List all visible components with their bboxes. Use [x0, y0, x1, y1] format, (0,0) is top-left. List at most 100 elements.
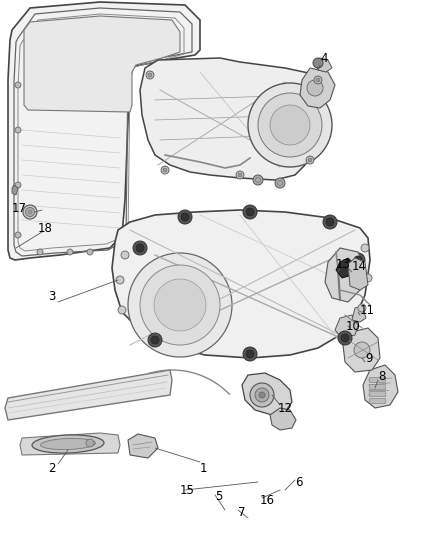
Circle shape: [351, 253, 365, 267]
Circle shape: [364, 274, 372, 282]
Text: 4: 4: [320, 52, 328, 64]
Circle shape: [253, 175, 263, 185]
Circle shape: [23, 205, 37, 219]
Circle shape: [151, 336, 159, 344]
Circle shape: [178, 210, 192, 224]
Text: 11: 11: [360, 304, 375, 318]
Circle shape: [243, 205, 257, 219]
Circle shape: [358, 304, 366, 312]
Polygon shape: [242, 373, 292, 415]
Circle shape: [275, 178, 285, 188]
Circle shape: [246, 350, 254, 358]
Text: 13: 13: [336, 257, 351, 271]
Circle shape: [15, 182, 21, 188]
Circle shape: [146, 71, 154, 79]
Circle shape: [313, 58, 323, 68]
Circle shape: [323, 215, 337, 229]
Circle shape: [258, 93, 322, 157]
Circle shape: [136, 244, 144, 252]
Circle shape: [161, 166, 169, 174]
Polygon shape: [12, 185, 18, 195]
Text: 6: 6: [295, 475, 303, 489]
Circle shape: [341, 334, 349, 342]
FancyBboxPatch shape: [370, 377, 385, 383]
Text: 5: 5: [215, 490, 223, 504]
Circle shape: [306, 156, 314, 164]
Circle shape: [246, 208, 254, 216]
Circle shape: [87, 249, 93, 255]
Circle shape: [28, 210, 32, 214]
Circle shape: [86, 439, 94, 447]
Polygon shape: [5, 370, 172, 420]
Text: 3: 3: [48, 289, 55, 303]
Circle shape: [236, 171, 244, 179]
Polygon shape: [348, 258, 368, 290]
FancyBboxPatch shape: [370, 384, 385, 390]
Text: 18: 18: [38, 222, 53, 235]
Circle shape: [67, 249, 73, 255]
FancyBboxPatch shape: [370, 392, 385, 397]
Circle shape: [148, 73, 152, 77]
Circle shape: [15, 82, 21, 88]
Polygon shape: [300, 68, 335, 108]
Circle shape: [354, 256, 362, 264]
Circle shape: [15, 232, 21, 238]
Circle shape: [140, 265, 220, 345]
Polygon shape: [24, 16, 180, 112]
Circle shape: [148, 333, 162, 347]
Circle shape: [250, 383, 274, 407]
Circle shape: [128, 253, 232, 357]
Circle shape: [118, 306, 126, 314]
Text: 14: 14: [352, 261, 367, 273]
Circle shape: [25, 207, 35, 216]
Circle shape: [163, 168, 167, 172]
Text: 10: 10: [346, 319, 361, 333]
Text: 15: 15: [180, 484, 195, 497]
Polygon shape: [343, 328, 380, 372]
Circle shape: [314, 76, 322, 84]
Polygon shape: [352, 306, 366, 322]
Circle shape: [15, 127, 21, 133]
Text: 8: 8: [378, 369, 385, 383]
Circle shape: [248, 83, 332, 167]
Circle shape: [361, 244, 369, 252]
Circle shape: [238, 173, 242, 177]
FancyBboxPatch shape: [370, 399, 385, 403]
Circle shape: [308, 158, 312, 162]
Ellipse shape: [32, 435, 104, 453]
Ellipse shape: [41, 439, 95, 449]
Polygon shape: [336, 258, 355, 278]
Polygon shape: [316, 58, 332, 72]
Text: 9: 9: [365, 351, 372, 365]
Circle shape: [181, 213, 189, 221]
Polygon shape: [335, 315, 358, 338]
Polygon shape: [112, 210, 370, 358]
Text: 1: 1: [200, 462, 208, 474]
Text: 12: 12: [278, 401, 293, 415]
Circle shape: [154, 279, 206, 331]
Circle shape: [243, 347, 257, 361]
Polygon shape: [140, 58, 325, 180]
Circle shape: [307, 80, 323, 96]
Circle shape: [326, 218, 334, 226]
Polygon shape: [128, 434, 158, 458]
Polygon shape: [270, 408, 296, 430]
Circle shape: [37, 249, 43, 255]
Polygon shape: [20, 433, 120, 455]
Text: 7: 7: [238, 505, 246, 519]
Circle shape: [255, 388, 269, 402]
Text: 17: 17: [12, 201, 27, 214]
Circle shape: [316, 78, 320, 82]
Circle shape: [338, 331, 352, 345]
Text: 16: 16: [260, 494, 275, 506]
Circle shape: [116, 276, 124, 284]
Circle shape: [259, 392, 265, 398]
Polygon shape: [8, 2, 200, 260]
Circle shape: [121, 251, 129, 259]
Circle shape: [354, 342, 370, 358]
Text: 2: 2: [48, 462, 56, 474]
Polygon shape: [363, 365, 398, 408]
Polygon shape: [325, 248, 365, 302]
Circle shape: [133, 241, 147, 255]
Circle shape: [270, 105, 310, 145]
